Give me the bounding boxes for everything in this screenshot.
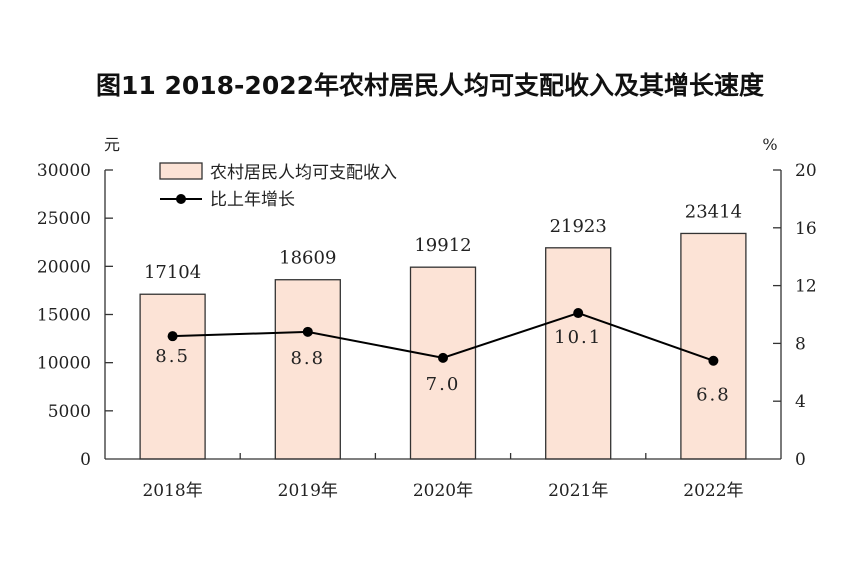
growth-value-label: 10.1 <box>554 327 602 348</box>
bar-value-label: 18609 <box>279 248 336 269</box>
data-labels: 17104 18609 19912 21923 23414 8.5 8.8 7.0 10.1 6.… <box>144 201 742 405</box>
right-tick-label: 16 <box>795 219 817 239</box>
bar-value-label: 23414 <box>685 201 742 222</box>
growth-value-label: 8.5 <box>155 346 190 367</box>
right-tick-label: 0 <box>795 450 806 470</box>
axes: 0500010000150002000025000300000481216202… <box>37 161 817 501</box>
right-tick-label: 8 <box>795 334 806 354</box>
bar <box>139 293 206 460</box>
right-tick-label: 4 <box>795 392 806 412</box>
left-tick-label: 5000 <box>48 402 91 422</box>
growth-point <box>302 326 313 337</box>
legend-swatch-bar <box>159 162 203 180</box>
x-tick-label: 2018年 <box>142 481 202 501</box>
growth-value-label: 6.8 <box>696 385 731 406</box>
x-tick-label: 2022年 <box>683 481 743 501</box>
x-tick-label: 2020年 <box>413 481 473 501</box>
chart-title: 图11 2018-2022年农村居民人均可支配收入及其增长速度 <box>96 71 764 100</box>
bar-value-label: 21923 <box>550 216 607 237</box>
right-axis-unit: % <box>762 135 777 154</box>
growth-point <box>708 355 719 366</box>
left-axis-unit: 元 <box>104 135 120 154</box>
left-tick-label: 15000 <box>37 306 91 326</box>
growth-value-label: 7.0 <box>426 374 461 395</box>
bar-value-label: 17104 <box>144 262 201 283</box>
growth-point <box>167 331 178 342</box>
x-tick-label: 2019年 <box>278 481 338 501</box>
bar <box>680 232 747 460</box>
bar <box>409 266 477 460</box>
bar <box>274 279 341 460</box>
legend-marker <box>176 194 186 204</box>
bar-series <box>139 232 747 460</box>
right-tick-label: 12 <box>795 277 817 297</box>
x-tick-label: 2021年 <box>548 481 608 501</box>
left-tick-label: 30000 <box>37 161 91 181</box>
right-tick-label: 20 <box>795 161 817 181</box>
legend-label-line: 比上年增长 <box>210 190 295 210</box>
left-tick-label: 10000 <box>37 354 91 374</box>
growth-point <box>573 308 584 319</box>
legend-label-bar: 农村居民人均可支配收入 <box>210 163 397 183</box>
line-series <box>167 308 719 366</box>
left-tick-label: 0 <box>80 450 91 470</box>
growth-value-label: 8.8 <box>290 348 325 369</box>
bar <box>545 247 612 460</box>
bar-value-label: 19912 <box>414 235 471 256</box>
legend: 农村居民人均可支配收入 比上年增长 <box>159 162 397 210</box>
left-tick-label: 20000 <box>37 257 91 277</box>
growth-point <box>438 352 448 363</box>
left-tick-label: 25000 <box>37 209 91 229</box>
